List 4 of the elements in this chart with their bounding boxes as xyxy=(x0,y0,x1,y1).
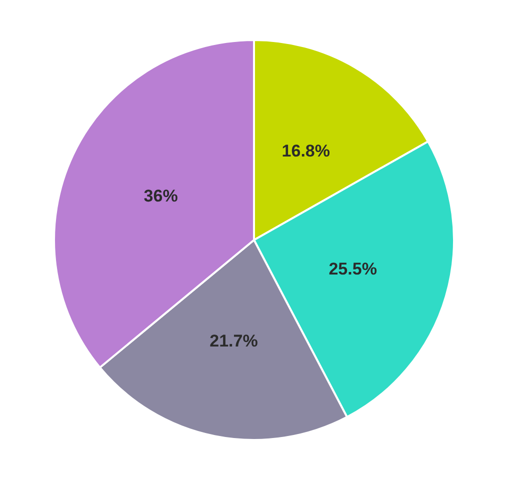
data-label: 25.5% xyxy=(328,260,377,279)
data-label: 16.8% xyxy=(282,142,330,161)
data-label: 21.7% xyxy=(210,331,258,350)
data-label: 36% xyxy=(144,186,178,206)
